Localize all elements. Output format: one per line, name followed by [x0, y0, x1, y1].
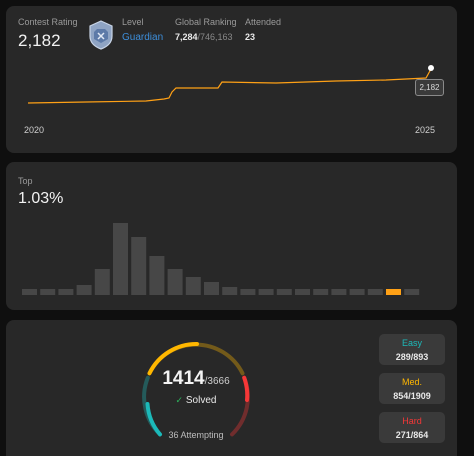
guardian-badge-icon [88, 20, 114, 55]
rating-tooltip: 2,182 [415, 79, 444, 96]
histogram-bar[interactable] [404, 289, 420, 295]
histogram-bar[interactable] [113, 223, 128, 295]
rating-line-chart[interactable] [6, 6, 457, 153]
histogram-bar[interactable] [276, 289, 292, 295]
histogram-bar[interactable] [313, 289, 329, 295]
histogram-bar[interactable] [149, 256, 165, 295]
histogram-bar[interactable] [258, 289, 274, 295]
histogram-bar[interactable] [222, 287, 238, 295]
check-icon: ✓ [175, 395, 184, 405]
contest-rating-card: Contest Rating 2,182 Level Guardian Glob… [6, 6, 457, 153]
top-percentage-card: Top 1.03% [6, 162, 457, 310]
attended-label: Attended [245, 17, 282, 27]
level-value: Guardian [122, 32, 164, 43]
solved-progress-ring [142, 341, 250, 437]
histogram-bar[interactable] [367, 289, 383, 295]
rating-line [27, 68, 432, 104]
solved-status: ✓ Solved [166, 395, 226, 406]
histogram-bar[interactable] [58, 289, 74, 295]
histogram-bar[interactable] [349, 289, 365, 295]
histogram-bar[interactable] [94, 269, 110, 295]
hard-stat-box[interactable]: Hard 271/864 [379, 412, 445, 443]
level-label: Level [122, 17, 144, 27]
easy-arc-filled [145, 402, 162, 437]
rating-current-point [428, 65, 434, 71]
medium-arc-filled [147, 341, 199, 376]
medium-label: Med. [401, 377, 422, 387]
top-label: Top [18, 176, 33, 186]
histogram-bar[interactable] [240, 289, 256, 295]
histogram-bar[interactable] [295, 289, 310, 295]
easy-label: Easy [401, 338, 422, 348]
x-axis-end-label: 2025 [415, 125, 436, 135]
easy-stat-box[interactable]: Easy 289/893 [379, 334, 445, 365]
global-ranking-value: 7,284/746,163 [175, 32, 233, 42]
solved-count: 1414/3666 [156, 368, 236, 390]
hard-count: 271/864 [395, 430, 429, 440]
histogram-bar[interactable] [22, 289, 37, 295]
easy-count: 289/893 [395, 352, 429, 362]
medium-stat-box[interactable]: Med. 854/1909 [379, 373, 445, 404]
solved-total: /3666 [204, 376, 230, 387]
histogram-bar[interactable] [204, 282, 219, 295]
global-ranking-rank: 7,284 [175, 32, 198, 42]
medium-count: 854/1909 [393, 391, 431, 401]
x-axis-start-label: 2020 [24, 125, 45, 135]
hard-label: Hard [402, 416, 422, 426]
solved-number: 1414 [162, 368, 205, 389]
global-ranking-label: Global Ranking [175, 17, 237, 27]
rating-distribution-histogram[interactable] [6, 162, 457, 310]
attempting-label: 36 Attempting [168, 430, 224, 440]
solved-problems-card: 1414/3666 ✓ Solved 36 Attempting Easy 28… [6, 320, 457, 456]
histogram-bar[interactable] [167, 269, 183, 295]
histogram-bar[interactable] [331, 289, 347, 295]
histogram-bar[interactable] [131, 237, 147, 295]
histogram-bar-current[interactable] [386, 289, 401, 295]
contest-rating-value: 2,182 [18, 31, 61, 50]
global-ranking-total: /746,163 [197, 32, 233, 42]
hard-arc-filled [242, 375, 250, 402]
attended-value: 23 [245, 32, 256, 42]
top-percentage-value: 1.03% [18, 190, 64, 207]
histogram-bar[interactable] [40, 289, 56, 295]
histogram-bar[interactable] [76, 285, 92, 295]
contest-rating-label: Contest Rating [18, 17, 78, 27]
solved-label: Solved [185, 395, 217, 406]
histogram-bar[interactable] [185, 277, 201, 295]
